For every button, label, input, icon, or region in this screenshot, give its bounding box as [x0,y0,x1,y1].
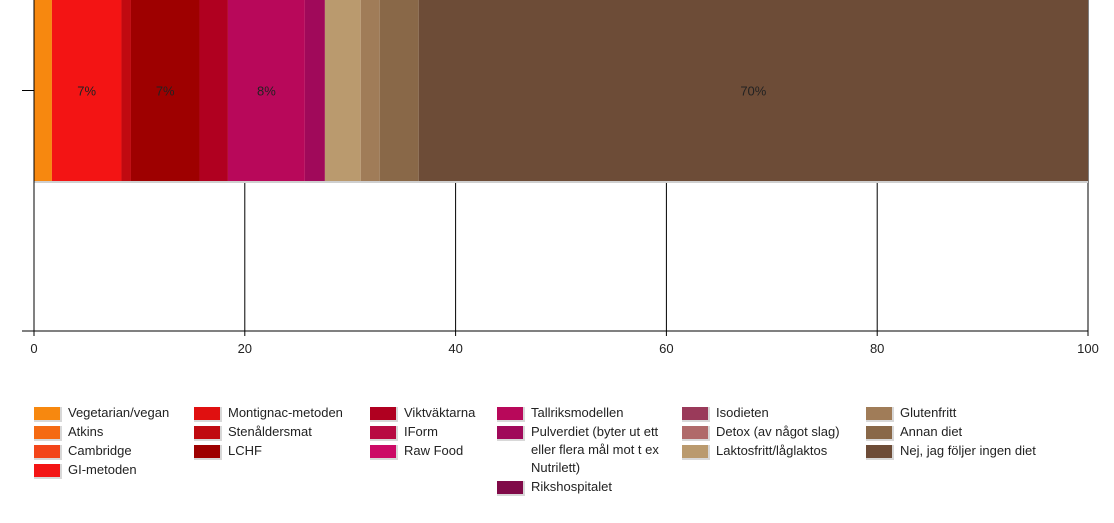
legend-label: Laktosfritt/låglaktos [716,443,828,458]
legend-swatch [370,407,398,422]
x-tick-label-3: 60 [659,341,673,356]
legend-label: Nej, jag följer ingen diet [900,443,1036,458]
bar-segment-6 [130,0,200,181]
data-label-18: 70% [740,84,766,99]
bar-segment-5 [121,0,131,181]
legend-label: Viktväktarna [404,405,476,420]
legend-swatch [194,445,222,460]
legend-label: Atkins [68,424,104,439]
bar-segment-7 [199,0,228,181]
legend-item: Pulverdiet (byter ut ett eller flera mål… [497,423,677,477]
legend-label: Isodieten [716,405,769,420]
x-tick-label-5: 100 [1077,341,1099,356]
legend-swatch [370,445,398,460]
legend: Vegetarian/vegan Atkins Cambridge GI-metode… [34,404,1104,514]
legend-item: Vegetarian/vegan [34,404,194,422]
bar-segment-16 [360,0,380,181]
bar-segment-15 [324,0,361,181]
data-label-3: 7% [77,84,96,99]
legend-column-4: Isodieten Detox (av något slag) Laktosfrit… [682,404,862,461]
legend-column-1: Montignac-metoden Stenåldersmat LCHF [194,404,364,461]
bar-segment-18 [418,0,1089,181]
legend-swatch [34,445,62,460]
legend-label: Stenåldersmat [228,424,312,439]
legend-item: Rikshospitalet [497,478,677,496]
legend-item: Detox (av något slag) [682,423,862,441]
legend-swatch [34,464,62,479]
legend-swatch [194,426,222,441]
legend-label: Annan diet [900,424,963,439]
legend-item: Viktväktarna [370,404,495,422]
legend-item: Raw Food [370,442,495,460]
data-label-6: 7% [156,84,175,99]
legend-item: Montignac-metoden [194,404,364,422]
legend-item: IForm [370,423,495,441]
legend-label: GI-metoden [68,462,137,477]
legend-column-3: Tallriksmodellen Pulverdiet (byter ut ett… [497,404,677,497]
legend-swatch [34,426,62,441]
legend-swatch [497,481,525,496]
legend-swatch [370,426,398,441]
legend-item: Stenåldersmat [194,423,364,441]
legend-item: Laktosfritt/låglaktos [682,442,862,460]
legend-label: Raw Food [404,443,464,458]
bar-segment-3 [51,0,122,181]
bar-segment-17 [379,0,419,181]
axes: 0 20 40 60 80 100 [22,0,1099,356]
legend-label: Glutenfritt [900,405,957,420]
legend-column-2: Viktväktarna IForm Raw Food [370,404,495,461]
legend-column-0: Vegetarian/vegan Atkins Cambridge GI-metode… [34,404,194,480]
legend-swatch [682,426,710,441]
data-labels: 7% 7% 8% 70% [77,84,766,99]
stacked-bar-chart: 0 20 40 60 80 100 7% 7% 8% 70% [22,0,1099,356]
legend-swatch [497,407,525,422]
legend-item: LCHF [194,442,364,460]
legend-label: Montignac-metoden [228,405,343,420]
legend-label: Vegetarian/vegan [68,405,170,420]
legend-label: Pulverdiet (byter ut ett eller flera mål… [531,424,659,475]
x-tick-label-1: 20 [238,341,252,356]
legend-label: Detox (av något slag) [716,424,840,439]
legend-label: Cambridge [68,443,132,458]
legend-swatch [34,407,62,422]
bar-segments [34,0,1089,183]
x-tick-label-4: 80 [870,341,884,356]
x-tick-label-0: 0 [30,341,37,356]
x-tick-label-2: 40 [448,341,462,356]
bar-segment-11 [304,0,325,181]
legend-swatch [866,407,894,422]
legend-item: Tallriksmodellen [497,404,677,422]
legend-swatch [194,407,222,422]
legend-column-5: Glutenfritt Annan diet Nej, jag följer ing… [866,404,1066,461]
legend-label: LCHF [228,443,262,458]
legend-item: Annan diet [866,423,1066,441]
legend-label: Rikshospitalet [531,479,612,494]
legend-item: Nej, jag följer ingen diet [866,442,1066,460]
legend-swatch [497,426,525,441]
legend-swatch [866,445,894,460]
legend-item: Glutenfritt [866,404,1066,422]
legend-item: Atkins [34,423,194,441]
legend-item: Isodieten [682,404,862,422]
legend-swatch [866,426,894,441]
legend-item: GI-metoden [34,461,194,479]
legend-swatch [682,407,710,422]
data-label-10: 8% [257,84,276,99]
legend-label: Tallriksmodellen [531,405,624,420]
legend-item: Cambridge [34,442,194,460]
bar-segment-10 [227,0,305,181]
bar-segment-0 [34,0,52,181]
legend-label: IForm [404,424,438,439]
legend-swatch [682,445,710,460]
